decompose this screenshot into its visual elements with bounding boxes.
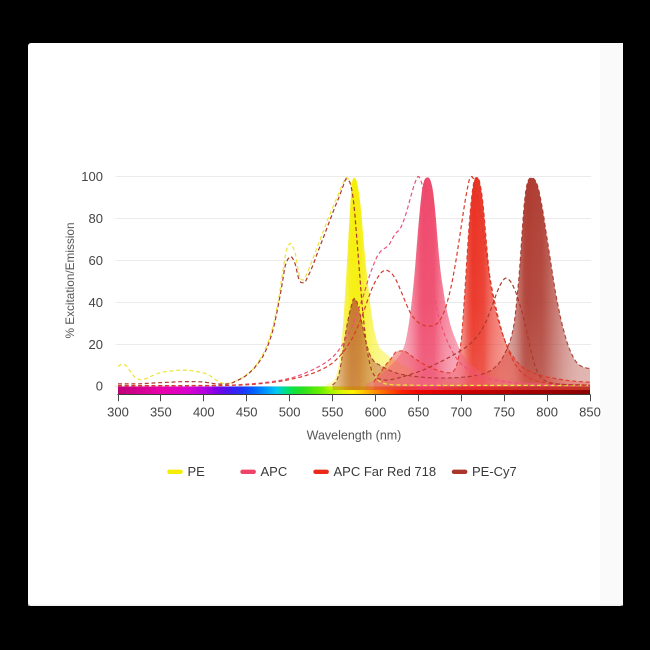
svg-text:600: 600 <box>365 405 387 420</box>
svg-text:60: 60 <box>89 253 103 268</box>
svg-text:750: 750 <box>493 405 515 420</box>
svg-text:20: 20 <box>89 337 103 352</box>
svg-text:800: 800 <box>536 405 558 420</box>
svg-text:PE-Cy7: PE-Cy7 <box>472 464 517 479</box>
svg-text:550: 550 <box>322 405 344 420</box>
svg-text:80: 80 <box>89 211 103 226</box>
svg-text:300: 300 <box>107 405 129 420</box>
svg-text:450: 450 <box>236 405 258 420</box>
svg-text:100: 100 <box>81 169 103 184</box>
svg-text:40: 40 <box>89 295 103 310</box>
svg-text:700: 700 <box>450 405 472 420</box>
svg-text:APC: APC <box>261 464 288 479</box>
svg-text:850: 850 <box>579 405 601 420</box>
svg-text:500: 500 <box>279 405 301 420</box>
svg-text:400: 400 <box>193 405 215 420</box>
svg-text:Wavelength (nm): Wavelength (nm) <box>307 429 402 443</box>
svg-text:PE: PE <box>188 464 206 479</box>
svg-text:650: 650 <box>408 405 430 420</box>
svg-text:0: 0 <box>96 379 103 394</box>
svg-text:350: 350 <box>150 405 172 420</box>
svg-text:% Excitation/Emission: % Excitation/Emission <box>63 222 77 338</box>
svg-text:APC Far Red 718: APC Far Red 718 <box>334 464 437 479</box>
